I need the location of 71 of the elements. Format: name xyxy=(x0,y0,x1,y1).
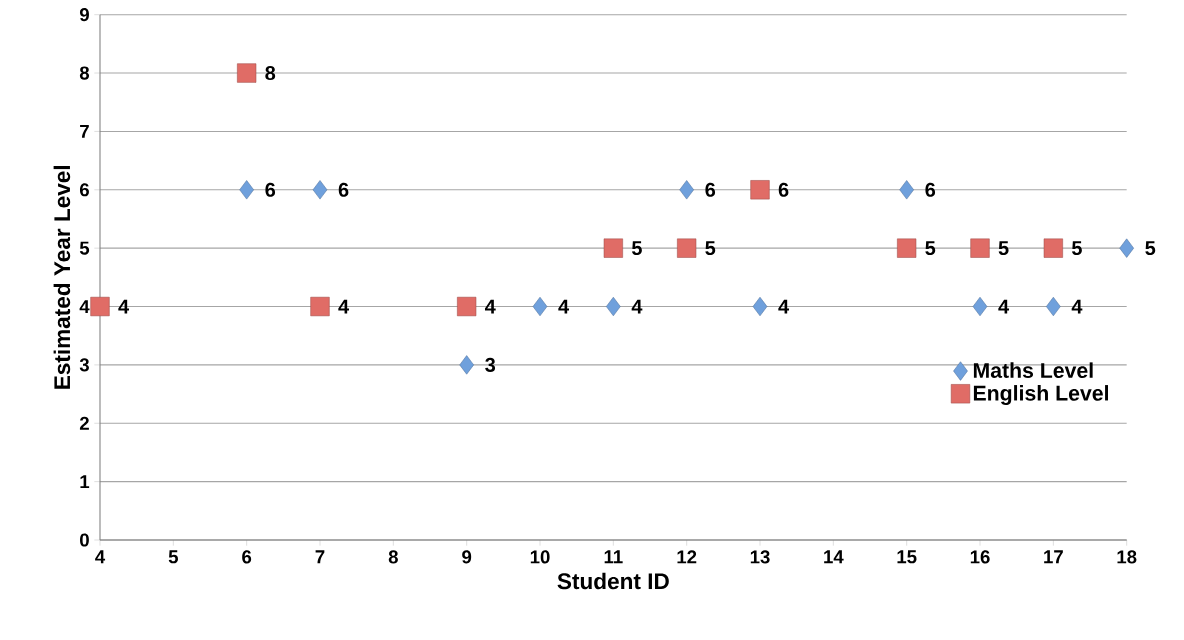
point xyxy=(897,238,917,258)
y-axis-title: Estimated Year Level xyxy=(53,166,71,389)
y-tick-label: 6 xyxy=(79,183,89,197)
data-label: 5 xyxy=(925,241,936,256)
legend-label: English Level xyxy=(973,385,1108,405)
data-label: 4 xyxy=(631,299,643,314)
point xyxy=(752,296,768,317)
x-tick-label: 16 xyxy=(970,550,990,564)
point xyxy=(603,238,623,258)
x-tick-label: 6 xyxy=(242,550,252,564)
y-tick-label: 9 xyxy=(79,8,89,22)
data-label: 8 xyxy=(265,65,276,81)
data-label: 5 xyxy=(1071,241,1082,256)
x-tick-label: 18 xyxy=(1117,550,1137,564)
data-label: 4 xyxy=(338,299,350,314)
x-tick-label: 5 xyxy=(168,550,178,564)
x-tick-label: 17 xyxy=(1044,550,1063,564)
x-tick-label: 12 xyxy=(677,550,697,564)
data-label: 6 xyxy=(925,182,936,197)
y-tick-label: 1 xyxy=(80,475,90,489)
point xyxy=(970,238,990,258)
data-label: 5 xyxy=(705,241,716,256)
legend-label: Maths Level xyxy=(973,362,1093,378)
data-label: 6 xyxy=(265,182,276,197)
point xyxy=(899,180,914,200)
point xyxy=(750,180,770,200)
point xyxy=(239,180,254,200)
x-tick-label: 7 xyxy=(315,550,325,564)
x-tick-label: 8 xyxy=(388,550,398,564)
y-tick-label: 8 xyxy=(79,66,90,80)
point xyxy=(312,180,328,200)
point xyxy=(1046,296,1061,317)
data-label: 4 xyxy=(778,299,790,314)
x-tick-label: 4 xyxy=(95,550,106,564)
data-label: 6 xyxy=(778,182,789,197)
x-axis-title: Student ID xyxy=(557,572,669,590)
data-label: 5 xyxy=(998,241,1009,256)
x-tick-label: 13 xyxy=(750,550,770,564)
point xyxy=(457,296,477,317)
y-tick-label: 5 xyxy=(79,241,90,255)
point xyxy=(1119,238,1134,258)
point xyxy=(237,63,257,83)
data-label: 4 xyxy=(998,299,1010,314)
point xyxy=(606,296,621,317)
x-tick-label: 14 xyxy=(824,550,844,564)
x-tick-label: 10 xyxy=(530,550,550,564)
x-tick-label: 9 xyxy=(462,550,472,564)
y-tick-label: 2 xyxy=(79,416,89,430)
point xyxy=(677,238,697,258)
point xyxy=(459,355,474,375)
data-label: 4 xyxy=(1071,299,1083,314)
data-label: 5 xyxy=(631,241,642,256)
data-label: 6 xyxy=(338,182,349,197)
y-tick-label: 4 xyxy=(79,300,90,313)
y-tick-label: 0 xyxy=(80,533,89,547)
data-label: 6 xyxy=(705,182,716,197)
point xyxy=(90,296,110,317)
point xyxy=(310,296,330,317)
data-label: 4 xyxy=(118,299,129,314)
x-tick-label: 15 xyxy=(897,550,917,564)
data-label: 4 xyxy=(558,299,570,314)
y-tick-label: 3 xyxy=(79,358,89,372)
point xyxy=(532,296,548,317)
point xyxy=(1043,238,1063,258)
y-tick-label: 7 xyxy=(80,125,89,138)
point xyxy=(972,296,988,317)
data-label: 4 xyxy=(484,299,496,314)
data-label: 5 xyxy=(1145,241,1156,256)
data-label: 3 xyxy=(485,357,496,372)
x-tick-label: 11 xyxy=(604,550,623,564)
point xyxy=(679,180,694,200)
